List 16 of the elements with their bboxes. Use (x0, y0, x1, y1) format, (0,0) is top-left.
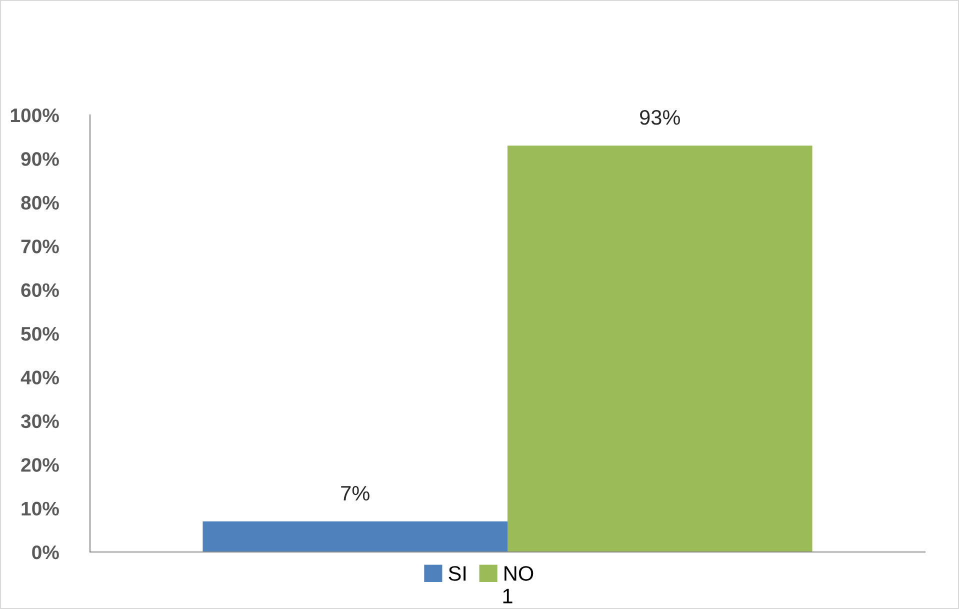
x-tick-label: 1 (503, 588, 512, 604)
y-tick-label: 50% (21, 326, 59, 341)
y-tick-label: 90% (21, 152, 59, 166)
y-tick-label: 40% (20, 370, 59, 384)
y-tick-label: 20% (21, 458, 59, 472)
data-label: 93% (640, 110, 680, 125)
y-tick-label: 100% (10, 108, 59, 122)
y-tick-label: 0% (32, 545, 59, 560)
data-label: 7% (341, 486, 370, 501)
y-tick-label: 60% (21, 283, 59, 298)
y-tick-label: 80% (21, 196, 59, 210)
legend-label: NO (504, 566, 534, 581)
legend-label: SI (448, 566, 466, 581)
y-tick-label: 30% (20, 414, 59, 428)
y-tick-label: 70% (21, 240, 59, 254)
y-tick-label: 10% (22, 502, 59, 516)
